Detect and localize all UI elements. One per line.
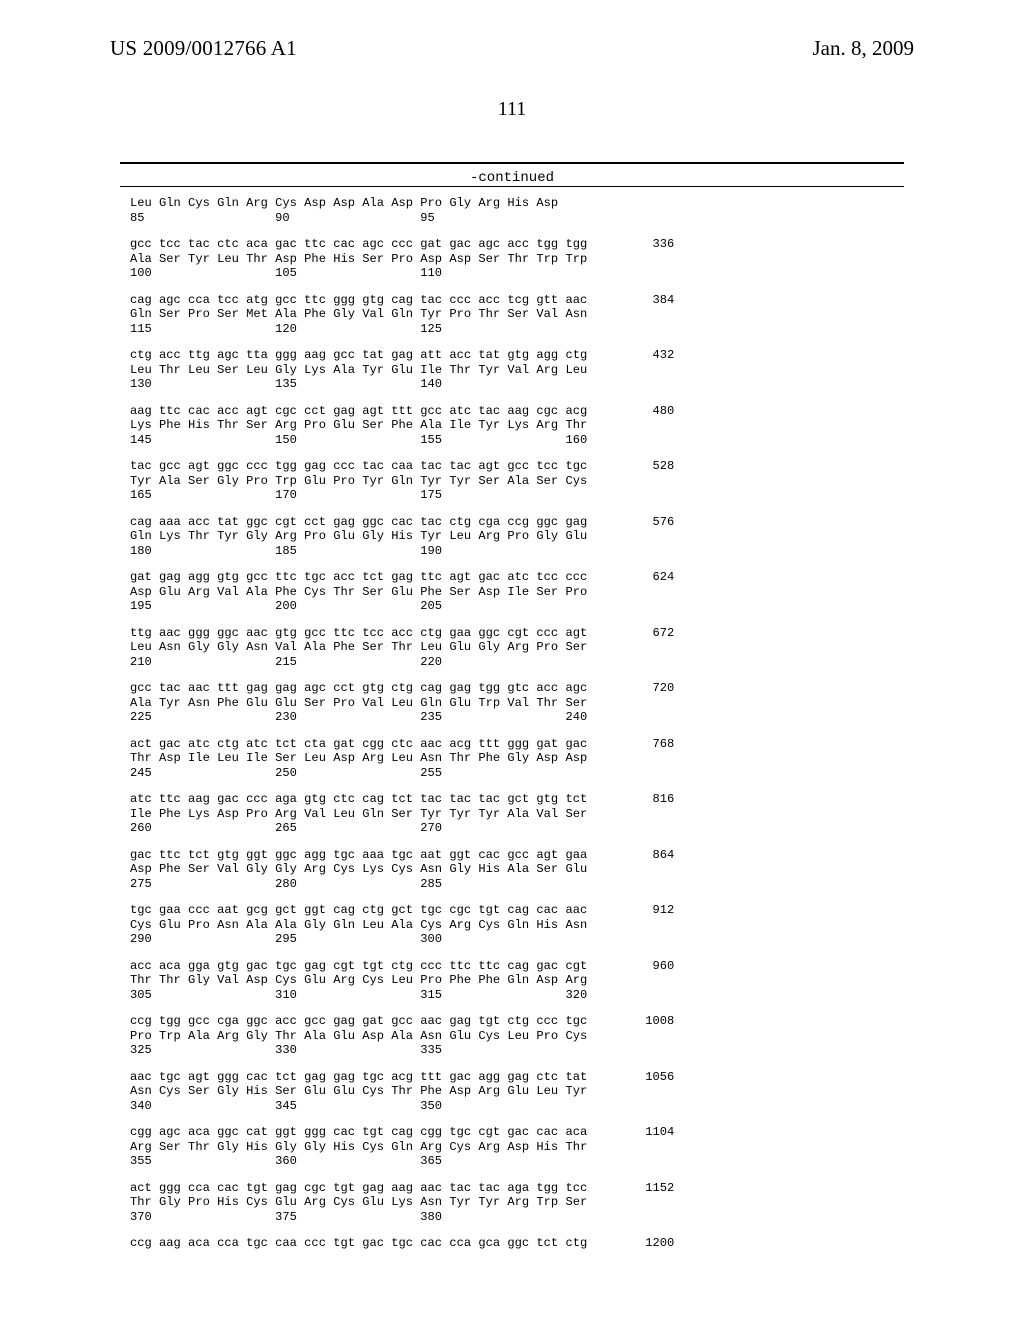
sequence-block: ttg aac ggg ggc aac gtg gcc ttc tcc acc … [130,626,894,670]
sequence-block: gat gag agg gtg gcc ttc tgc acc tct gag … [130,570,894,614]
sequence-block: ccg aag aca cca tgc caa ccc tgt gac tgc … [130,1236,894,1251]
sequence-listing: Leu Gln Cys Gln Arg Cys Asp Asp Ala Asp … [130,196,894,1263]
sequence-block: tac gcc agt ggc ccc tgg gag ccc tac caa … [130,459,894,503]
sequence-block: cag aaa acc tat ggc cgt cct gag ggc cac … [130,515,894,559]
rule-top [120,162,904,164]
sequence-block: gcc tac aac ttt gag gag agc cct gtg ctg … [130,681,894,725]
publication-date: Jan. 8, 2009 [813,36,915,61]
sequence-block: ccg tgg gcc cga ggc acc gcc gag gat gcc … [130,1014,894,1058]
publication-number: US 2009/0012766 A1 [110,36,297,61]
sequence-block: act gac atc ctg atc tct cta gat cgg ctc … [130,737,894,781]
continued-label: -continued [0,170,1024,186]
sequence-block: ctg acc ttg agc tta ggg aag gcc tat gag … [130,348,894,392]
rule-bottom [120,186,904,187]
sequence-block: aag ttc cac acc agt cgc cct gag agt ttt … [130,404,894,448]
sequence-block: acc aca gga gtg gac tgc gag cgt tgt ctg … [130,959,894,1003]
sequence-block: Leu Gln Cys Gln Arg Cys Asp Asp Ala Asp … [130,196,894,225]
page-container: US 2009/0012766 A1 Jan. 8, 2009 111 -con… [0,0,1024,1320]
sequence-block: gac ttc tct gtg ggt ggc agg tgc aaa tgc … [130,848,894,892]
sequence-block: gcc tcc tac ctc aca gac ttc cac agc ccc … [130,237,894,281]
page-number: 111 [0,98,1024,121]
sequence-block: cag agc cca tcc atg gcc ttc ggg gtg cag … [130,293,894,337]
sequence-block: atc ttc aag gac ccc aga gtg ctc cag tct … [130,792,894,836]
sequence-block: act ggg cca cac tgt gag cgc tgt gag aag … [130,1181,894,1225]
sequence-block: tgc gaa ccc aat gcg gct ggt cag ctg gct … [130,903,894,947]
sequence-block: aac tgc agt ggg cac tct gag gag tgc acg … [130,1070,894,1114]
sequence-block: cgg agc aca ggc cat ggt ggg cac tgt cag … [130,1125,894,1169]
